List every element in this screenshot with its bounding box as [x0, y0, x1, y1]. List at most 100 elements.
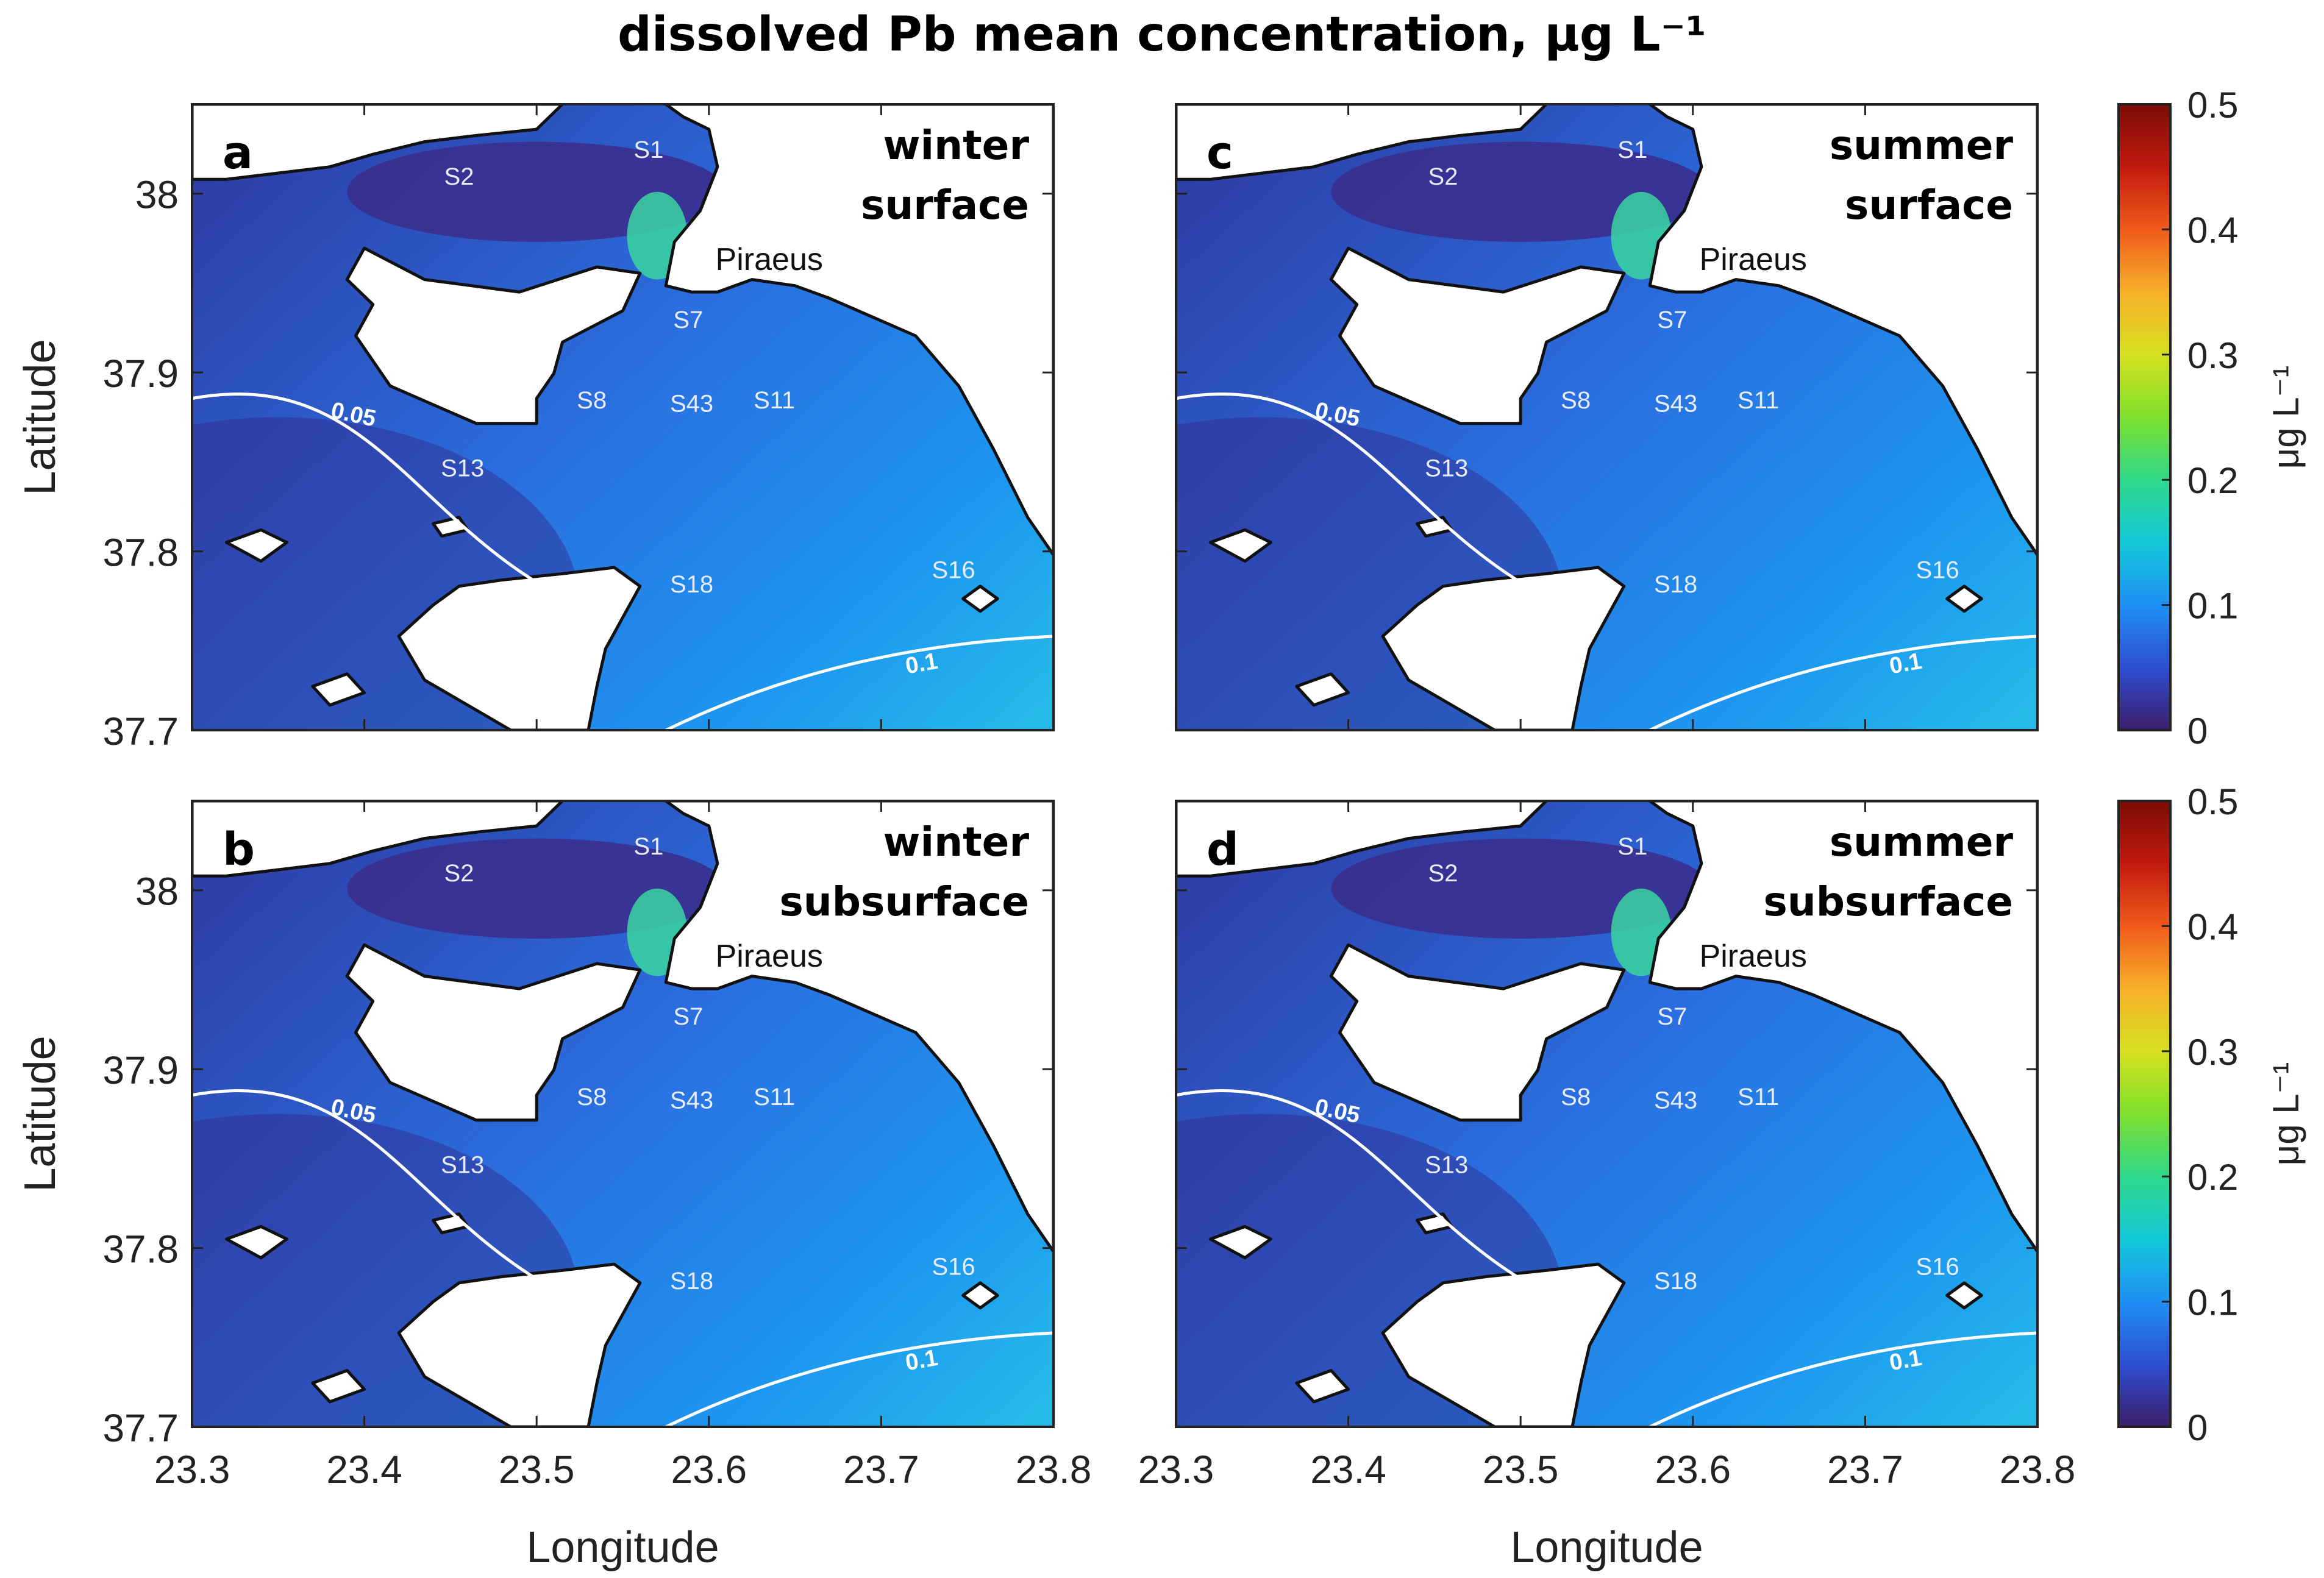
station-label-s16: S16 [932, 1254, 975, 1281]
landmass [192, 104, 565, 181]
panel-season: summer [1830, 122, 2014, 169]
station-label-s13: S13 [441, 1151, 484, 1178]
landmass [1209, 528, 1272, 563]
landmass [1945, 1281, 1983, 1310]
station-label-s11: S11 [1738, 387, 1779, 414]
landmass [1295, 672, 1350, 707]
contour-line-005 [192, 1089, 555, 1291]
x-axis-label: Longitude [1510, 1523, 1703, 1572]
station-label-s2: S2 [1428, 163, 1458, 190]
x-tick-label: 23.4 [1310, 1448, 1386, 1491]
station-label-s11: S11 [1738, 1084, 1779, 1111]
contour-label-01: 0.1 [904, 1345, 939, 1376]
station-label-s18: S18 [1654, 571, 1697, 598]
colorbar-label: μg L⁻¹ [2265, 1062, 2306, 1166]
port-label-piraeus: Piraeus [1700, 939, 1807, 974]
landmass [397, 1262, 642, 1427]
contour-line-01 [1649, 1331, 2037, 1427]
x-axis-label: Longitude [526, 1523, 719, 1572]
station-label-s8: S8 [1561, 387, 1591, 414]
panel-season: winter [883, 819, 1030, 865]
y-tick-label: 37.8 [102, 531, 179, 575]
colorbar-tick-label: 0.3 [2187, 1032, 2238, 1073]
landmass [1176, 104, 1549, 181]
station-label-s13: S13 [1425, 1151, 1468, 1178]
y-tick-label: 38 [135, 173, 179, 217]
station-label-s7: S7 [673, 307, 703, 333]
x-tick-label: 23.6 [1655, 1448, 1731, 1491]
station-label-s11: S11 [754, 387, 795, 414]
station-label-s1: S1 [1617, 137, 1647, 163]
x-tick-label: 23.4 [326, 1448, 402, 1491]
panel-layer: surface [861, 182, 1029, 229]
panel-layer: subsurface [780, 878, 1029, 925]
landmass [1295, 1369, 1350, 1404]
contour-line-01 [665, 1331, 1053, 1427]
y-tick-label: 37.7 [102, 1406, 179, 1450]
contour-label-01: 0.1 [1887, 649, 1923, 680]
x-tick-label: 23.6 [671, 1448, 747, 1491]
station-label-s18: S18 [670, 571, 713, 598]
panel-layer: surface [1845, 182, 2013, 229]
colorbar-tick-label: 0.1 [2187, 586, 2238, 627]
y-tick-label: 38 [135, 870, 179, 914]
colorbar-tick-label: 0.3 [2187, 335, 2238, 376]
station-label-s13: S13 [1425, 455, 1468, 482]
station-label-s8: S8 [577, 387, 607, 414]
x-tick-label: 23.7 [843, 1448, 919, 1491]
panel-layer: subsurface [1764, 878, 2013, 925]
contour-line-005 [1176, 1089, 1539, 1291]
colorbar-bottom: 0 0.1 0.2 0.3 0.4 0.5 μg L⁻¹ [2117, 781, 2306, 1448]
landmass [192, 801, 565, 878]
landmass [1648, 801, 2037, 1253]
panel-frame [191, 103, 1055, 731]
y-tick-label: 37.9 [102, 1048, 179, 1092]
landmass [225, 528, 288, 563]
landmass [1329, 246, 1626, 425]
station-label-s7: S7 [1657, 307, 1687, 333]
panel-label: d [1207, 823, 1239, 876]
landmass [1381, 566, 1626, 730]
panel-label: c [1207, 127, 1233, 179]
colorbar-tick-label: 0.2 [2187, 1157, 2238, 1198]
colorbar-tick-label: 0.5 [2187, 85, 2238, 126]
station-label-s8: S8 [1561, 1084, 1591, 1111]
station-label-s8: S8 [577, 1084, 607, 1111]
landmass [345, 943, 642, 1122]
panel-label: b [223, 823, 255, 876]
station-label-s2: S2 [444, 860, 474, 887]
station-label-s18: S18 [1654, 1268, 1697, 1295]
station-label-s2: S2 [1428, 860, 1458, 887]
panel-frame [191, 800, 1055, 1428]
landmass [961, 585, 999, 613]
station-label-s16: S16 [1916, 557, 1959, 584]
x-tick-label: 23.8 [1016, 1448, 1092, 1491]
port-label-piraeus: Piraeus [1700, 242, 1807, 277]
landmass [1209, 1224, 1272, 1260]
y-axis-label: Latitude [16, 1036, 65, 1192]
panel-frame [1175, 800, 2039, 1428]
colorbar-gradient [2117, 800, 2172, 1428]
x-tick-label: 23.3 [1138, 1448, 1214, 1491]
station-label-s43: S43 [1654, 1087, 1697, 1114]
contour-label-01: 0.1 [1887, 1345, 1923, 1376]
x-tick-label: 23.5 [499, 1448, 575, 1491]
colorbar-label: μg L⁻¹ [2265, 366, 2306, 469]
landmass [311, 672, 366, 707]
landmass [225, 1224, 288, 1260]
port-label-piraeus: Piraeus [716, 939, 823, 974]
landmass [1381, 1262, 1626, 1427]
colorbar-tick-label: 0 [2187, 711, 2208, 752]
station-label-s43: S43 [670, 391, 713, 418]
colorbar-tick-label: 0.5 [2187, 781, 2238, 822]
landmass [397, 566, 642, 730]
landmass [311, 1369, 366, 1404]
panel-frame [1175, 103, 2039, 731]
station-label-s2: S2 [444, 163, 474, 190]
contour-line-01 [665, 634, 1053, 730]
